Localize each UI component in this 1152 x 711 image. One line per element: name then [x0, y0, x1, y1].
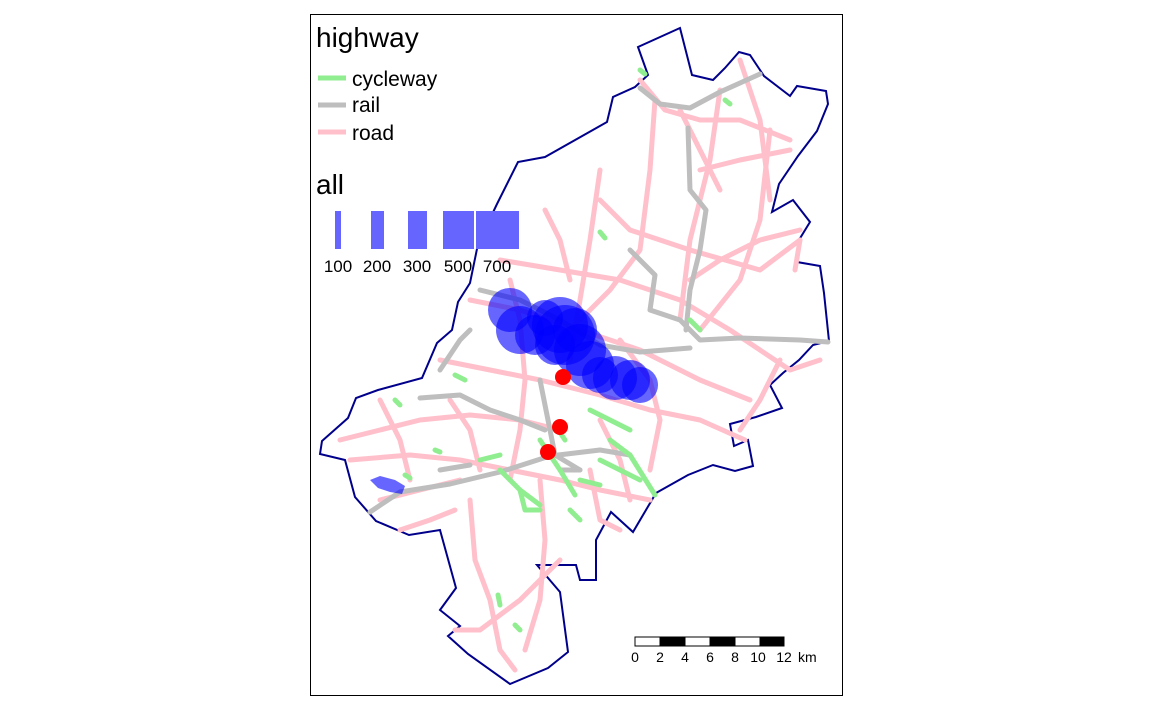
- legend-all-label-200: 200: [363, 257, 391, 276]
- legend-all: all 100 200 300 500 700: [316, 169, 519, 276]
- scale-tick-0: 0: [631, 649, 639, 665]
- scale-tick-12: 12: [776, 649, 792, 665]
- legend-width-swatch-500: [443, 211, 474, 249]
- legend-label-road: road: [352, 122, 394, 145]
- scale-bar: 0 2 4 6 8 10 12 km: [631, 636, 817, 665]
- legend-all-label-500: 500: [444, 257, 472, 276]
- cycleway-network: [392, 67, 733, 633]
- red-points: [540, 369, 571, 460]
- legend-width-swatch-300: [408, 211, 427, 249]
- legend-all-label-100: 100: [324, 257, 352, 276]
- legend-width-swatch-700: [476, 211, 519, 249]
- scale-tick-8: 8: [731, 649, 739, 665]
- scale-tick-2: 2: [656, 649, 664, 665]
- legend-all-title: all: [316, 169, 344, 200]
- legend-all-label-300: 300: [403, 257, 431, 276]
- legend-label-cycleway: cycleway: [352, 68, 438, 91]
- legend-width-swatch-200: [371, 211, 384, 249]
- legend-all-label-700: 700: [483, 257, 511, 276]
- scale-tick-6: 6: [706, 649, 714, 665]
- point-marker: [552, 419, 568, 435]
- region-boundary: [318, 26, 831, 686]
- legend-highway: highway cycleway rail road: [316, 22, 438, 145]
- legend-label-rail: rail: [352, 94, 380, 117]
- point-marker: [555, 369, 571, 385]
- legend-width-swatch-100: [335, 211, 341, 249]
- scale-tick-10: 10: [750, 649, 766, 665]
- scale-unit: km: [798, 649, 817, 665]
- rail-network: [367, 71, 831, 515]
- scale-tick-4: 4: [681, 649, 689, 665]
- point-marker: [540, 444, 556, 460]
- flow-areas: [370, 288, 658, 494]
- legend-highway-title: highway: [316, 22, 419, 53]
